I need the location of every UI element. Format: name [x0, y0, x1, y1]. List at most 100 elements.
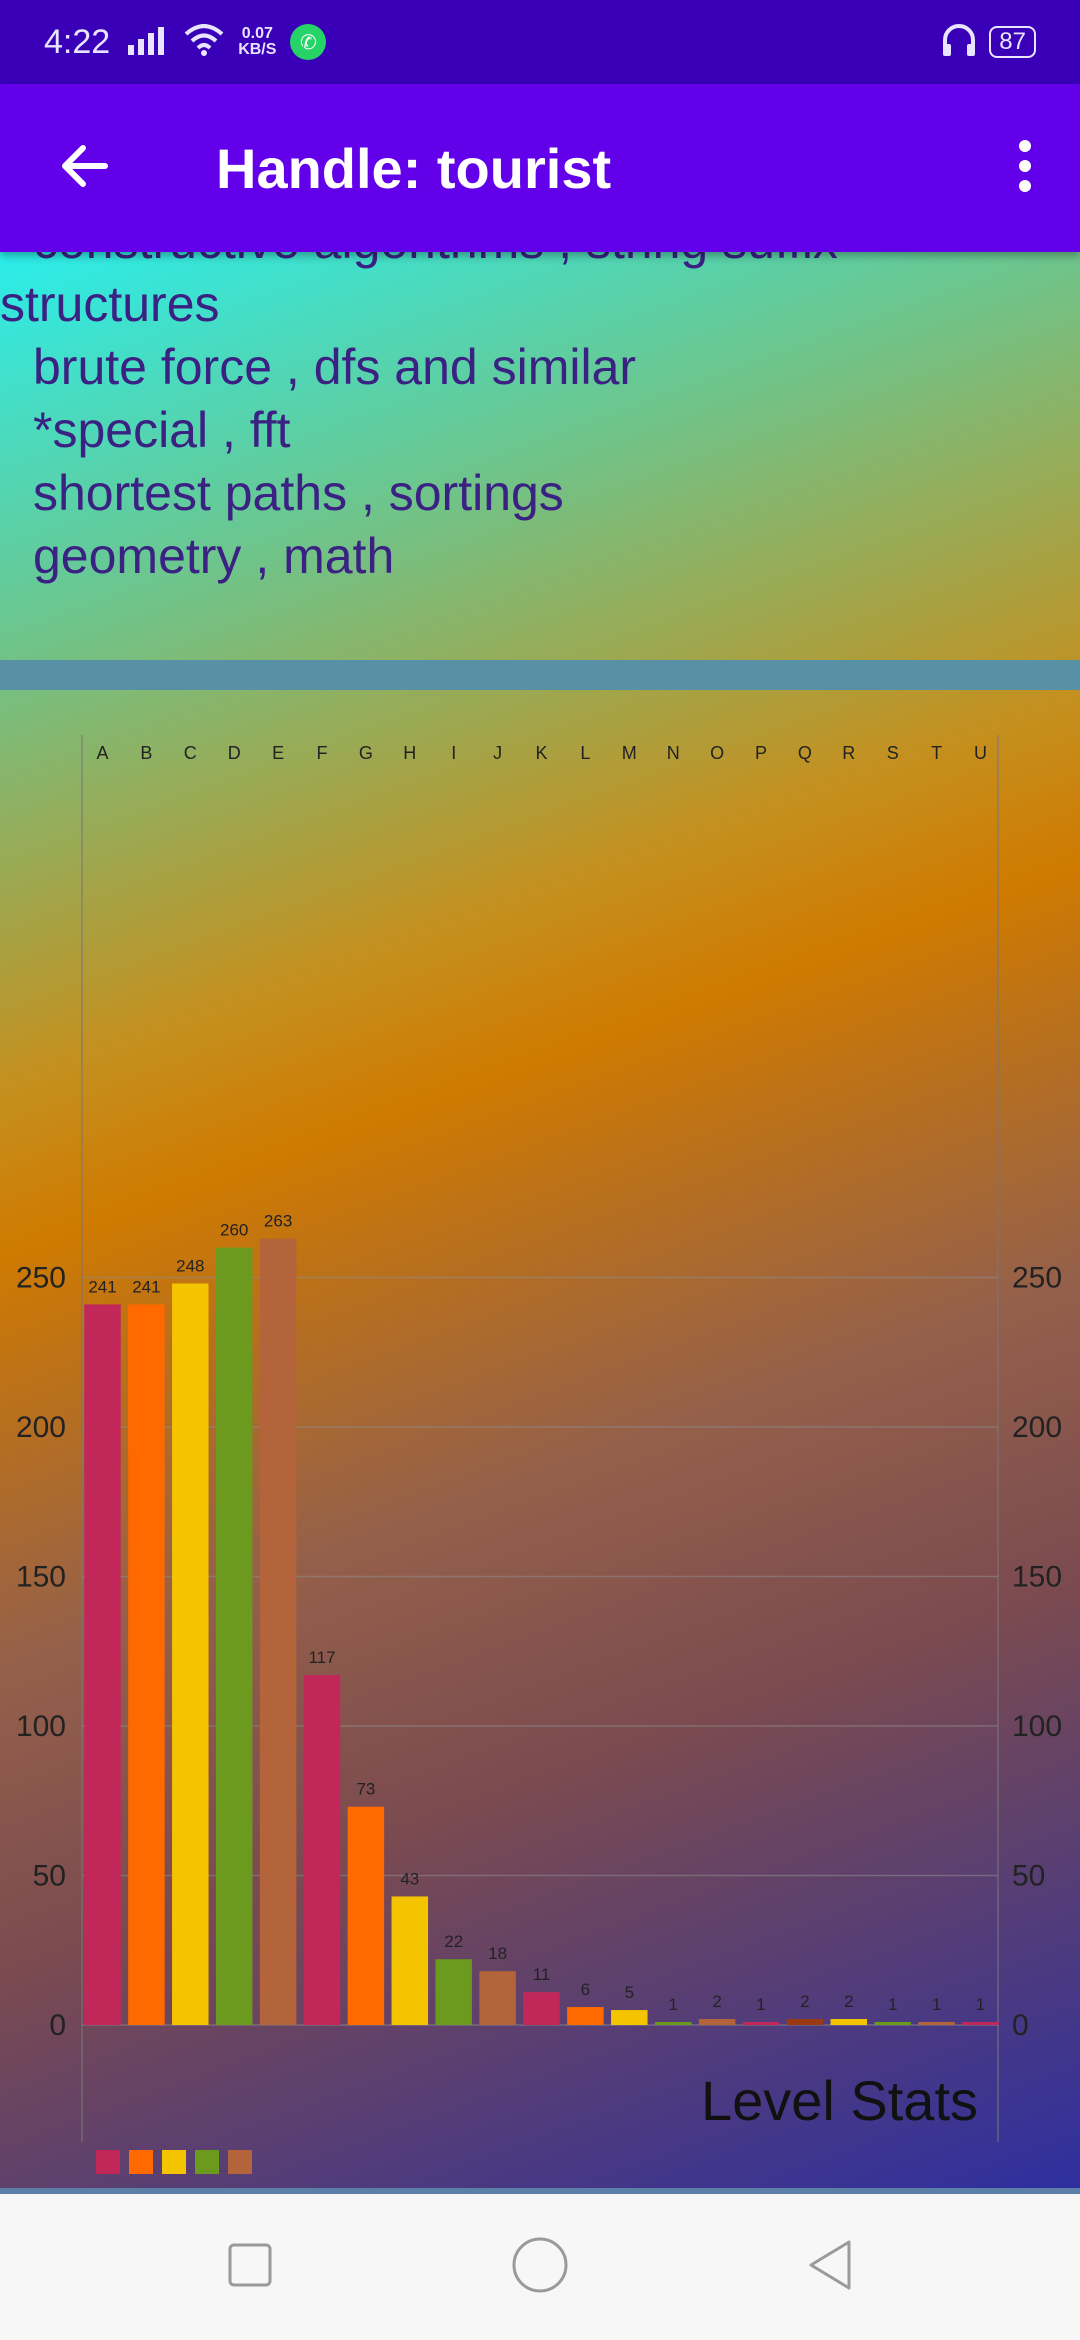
tag-line: *special , fft: [33, 402, 291, 458]
bar-value-label: 73: [356, 1780, 375, 1799]
y-tick-label-left: 100: [16, 1710, 66, 1743]
bar-value-label: 260: [220, 1221, 248, 1240]
bar-value-label: 11: [533, 1965, 551, 1984]
bar-value-label: 6: [581, 1980, 590, 1999]
bar-value-label: 2: [844, 1992, 853, 2011]
category-label: C: [184, 743, 197, 763]
home-button[interactable]: [510, 2237, 570, 2297]
arrow-left-icon: [57, 138, 113, 199]
signal-icon: [126, 25, 170, 60]
wifi-icon: [184, 23, 224, 61]
bar-M: [611, 2010, 648, 2025]
category-label: U: [974, 743, 987, 763]
bar-T: [918, 2022, 955, 2025]
network-speed: 0.07 KB/S: [238, 26, 276, 58]
bar-I: [435, 1959, 472, 2025]
overflow-menu-button[interactable]: [970, 84, 1080, 252]
bar-P: [742, 2022, 780, 2025]
category-label: B: [140, 743, 152, 763]
page-title: Handle: tourist: [216, 136, 612, 200]
bar-value-label: 1: [932, 1995, 941, 2014]
bar-value-label: 1: [888, 1995, 897, 2014]
bar-value-label: 22: [444, 1932, 463, 1951]
category-label: R: [842, 743, 855, 763]
chart-title: Level Stats: [701, 2069, 978, 2132]
category-label: D: [228, 743, 241, 763]
bar-value-label: 1: [756, 1995, 765, 2014]
legend-swatch: [228, 2150, 252, 2174]
bar-N: [654, 2022, 692, 2025]
back-triangle-icon: [805, 2238, 855, 2297]
legend-swatch: [129, 2150, 153, 2174]
bar-L: [567, 2007, 604, 2025]
status-bar: 4:22 0.07 KB/S ✆ 87: [0, 0, 1080, 84]
headphones-icon: [939, 20, 979, 65]
section-divider: [0, 660, 1080, 690]
y-tick-label-left: 200: [16, 1411, 66, 1444]
bar-value-label: 2: [800, 1992, 809, 2011]
y-tick-label-left: 0: [49, 2009, 66, 2042]
bar-value-label: 2: [712, 1992, 721, 2011]
category-label: M: [622, 743, 637, 763]
category-label: E: [272, 743, 284, 763]
bar-R: [830, 2019, 868, 2025]
bar-value-label: 5: [625, 1983, 634, 2002]
category-label: G: [359, 743, 373, 763]
y-tick-label-right: 50: [1012, 1860, 1045, 1893]
bar-B: [128, 1304, 165, 2025]
back-nav-button[interactable]: [800, 2237, 860, 2297]
bar-value-label: 241: [132, 1277, 160, 1296]
more-vert-icon: [1015, 138, 1035, 199]
bar-F: [303, 1675, 341, 2025]
category-label: J: [493, 743, 502, 763]
y-tick-label-right: 200: [1012, 1411, 1062, 1444]
recents-button[interactable]: [220, 2237, 280, 2297]
app-bar: Handle: tourist: [0, 84, 1080, 252]
bar-value-label: 241: [88, 1277, 116, 1296]
y-tick-label-right: 250: [1012, 1262, 1062, 1295]
y-tick-label-right: 100: [1012, 1710, 1062, 1743]
bar-H: [391, 1896, 429, 2025]
bar-G: [347, 1806, 385, 2025]
legend-swatch: [96, 2150, 120, 2174]
bar-value-label: 248: [176, 1256, 204, 1275]
category-label: N: [667, 743, 680, 763]
bar-value-label: 43: [400, 1869, 419, 1888]
bar-O: [698, 2019, 736, 2025]
bar-value-label: 1: [976, 1995, 985, 2014]
bar-Q: [786, 2019, 824, 2025]
navigation-bar: [0, 2194, 1080, 2340]
category-label: A: [96, 743, 108, 763]
back-button[interactable]: [0, 84, 170, 252]
bar-D: [215, 1247, 253, 2025]
category-label: L: [580, 743, 590, 763]
bar-S: [874, 2022, 911, 2025]
tag-line: geometry , math: [33, 528, 395, 584]
y-tick-label-right: 0: [1012, 2009, 1029, 2042]
y-tick-label-left: 250: [16, 1262, 66, 1295]
y-tick-label-left: 50: [33, 1860, 66, 1893]
status-time: 4:22: [44, 22, 111, 61]
bar-K: [523, 1992, 560, 2025]
speed-unit: KB/S: [238, 41, 277, 58]
tag-list: constructive algorithms , string suffix …: [0, 213, 1080, 588]
bar-E: [259, 1238, 297, 2025]
home-circle-icon: [511, 2236, 569, 2299]
category-label: S: [887, 743, 899, 763]
bar-J: [479, 1971, 516, 2025]
legend-swatch: [195, 2150, 219, 2174]
battery-icon: 87: [989, 26, 1036, 58]
tag-line: shortest paths , sortings: [33, 465, 564, 521]
legend-swatch: [162, 2150, 186, 2174]
bar-U: [962, 2022, 999, 2025]
bar-value-label: 18: [488, 1944, 507, 1963]
chart-bottom-border: [0, 2188, 1080, 2194]
category-label: T: [931, 743, 942, 763]
tag-line: structures: [0, 276, 220, 332]
category-label: O: [710, 743, 724, 763]
bar-C: [172, 1283, 209, 2025]
level-stats-chart: 0 0 50 50 100 100 150 150 200 200 250 250 241 A 241 B 24…: [0, 690, 1080, 2190]
category-label: F: [317, 743, 328, 763]
bar-value-label: 263: [264, 1212, 292, 1231]
